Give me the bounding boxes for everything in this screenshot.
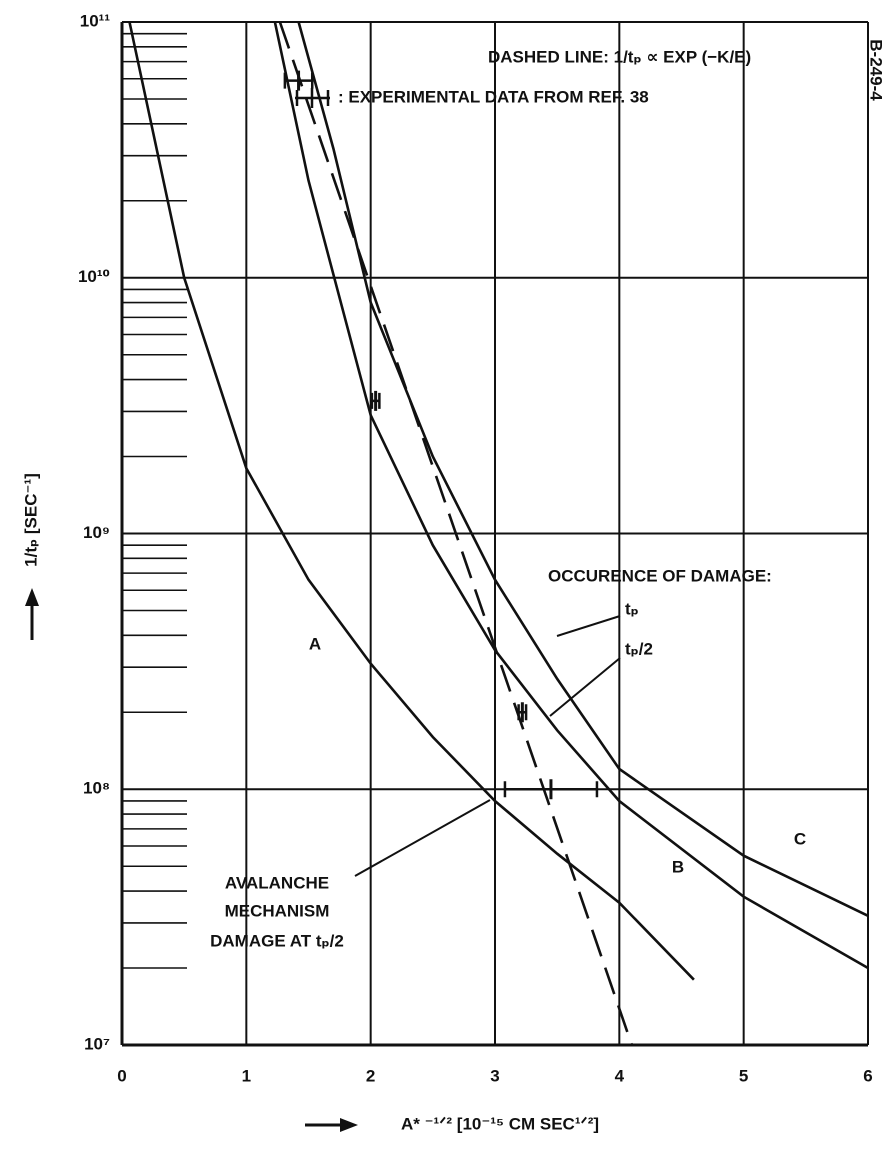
curve (273, 21, 869, 970)
x-tick-label: 5 (739, 1066, 748, 1085)
y-axis-label: 1/tₚ [SEC⁻¹] (21, 473, 40, 567)
dashed-line (278, 21, 634, 1046)
annotation: B-249-4 (867, 39, 886, 101)
leader-line (354, 799, 491, 877)
error-bar (370, 392, 381, 409)
annotation: MECHANISM (225, 901, 330, 920)
x-tick-label: 4 (615, 1066, 625, 1085)
curve-label: A (309, 634, 321, 653)
annotation: tₚ/2 (625, 639, 653, 658)
curve (128, 21, 695, 981)
x-tick-label: 0 (117, 1066, 126, 1085)
legend-marker (295, 88, 330, 108)
leader-line (556, 615, 621, 637)
curve-label: C (794, 829, 806, 848)
x-axis-label: A* ⁻¹ᐟ² [10⁻¹⁵ CM SEC¹ᐟ²] (401, 1114, 599, 1133)
annotation: AVALANCHE (225, 873, 329, 892)
y-tick-label: 10⁷ (84, 1034, 110, 1053)
y-tick-label: 10⁹ (83, 523, 110, 542)
error-bar (517, 704, 528, 721)
y-tick-label: 10⁸ (83, 779, 110, 798)
annotation: OCCURENCE OF DAMAGE: (548, 566, 772, 585)
x-tick-label: 2 (366, 1066, 375, 1085)
error-bar (503, 781, 599, 798)
annotation: DAMAGE AT tₚ/2 (210, 931, 344, 950)
error-bar (283, 72, 314, 89)
curve-label: B (672, 857, 684, 876)
x-tick-label: 6 (863, 1066, 872, 1085)
y-tick-label: 10¹¹ (80, 11, 111, 30)
y-tick-label: 10¹⁰ (78, 267, 110, 286)
annotation: : EXPERIMENTAL DATA FROM REF. 38 (338, 87, 649, 106)
arrow (305, 1118, 358, 1132)
arrow (25, 588, 39, 640)
curve (297, 21, 869, 917)
leader-line (549, 657, 621, 717)
x-tick-label: 1 (242, 1066, 251, 1085)
annotation: tₚ (625, 599, 639, 618)
x-tick-label: 3 (490, 1066, 499, 1085)
